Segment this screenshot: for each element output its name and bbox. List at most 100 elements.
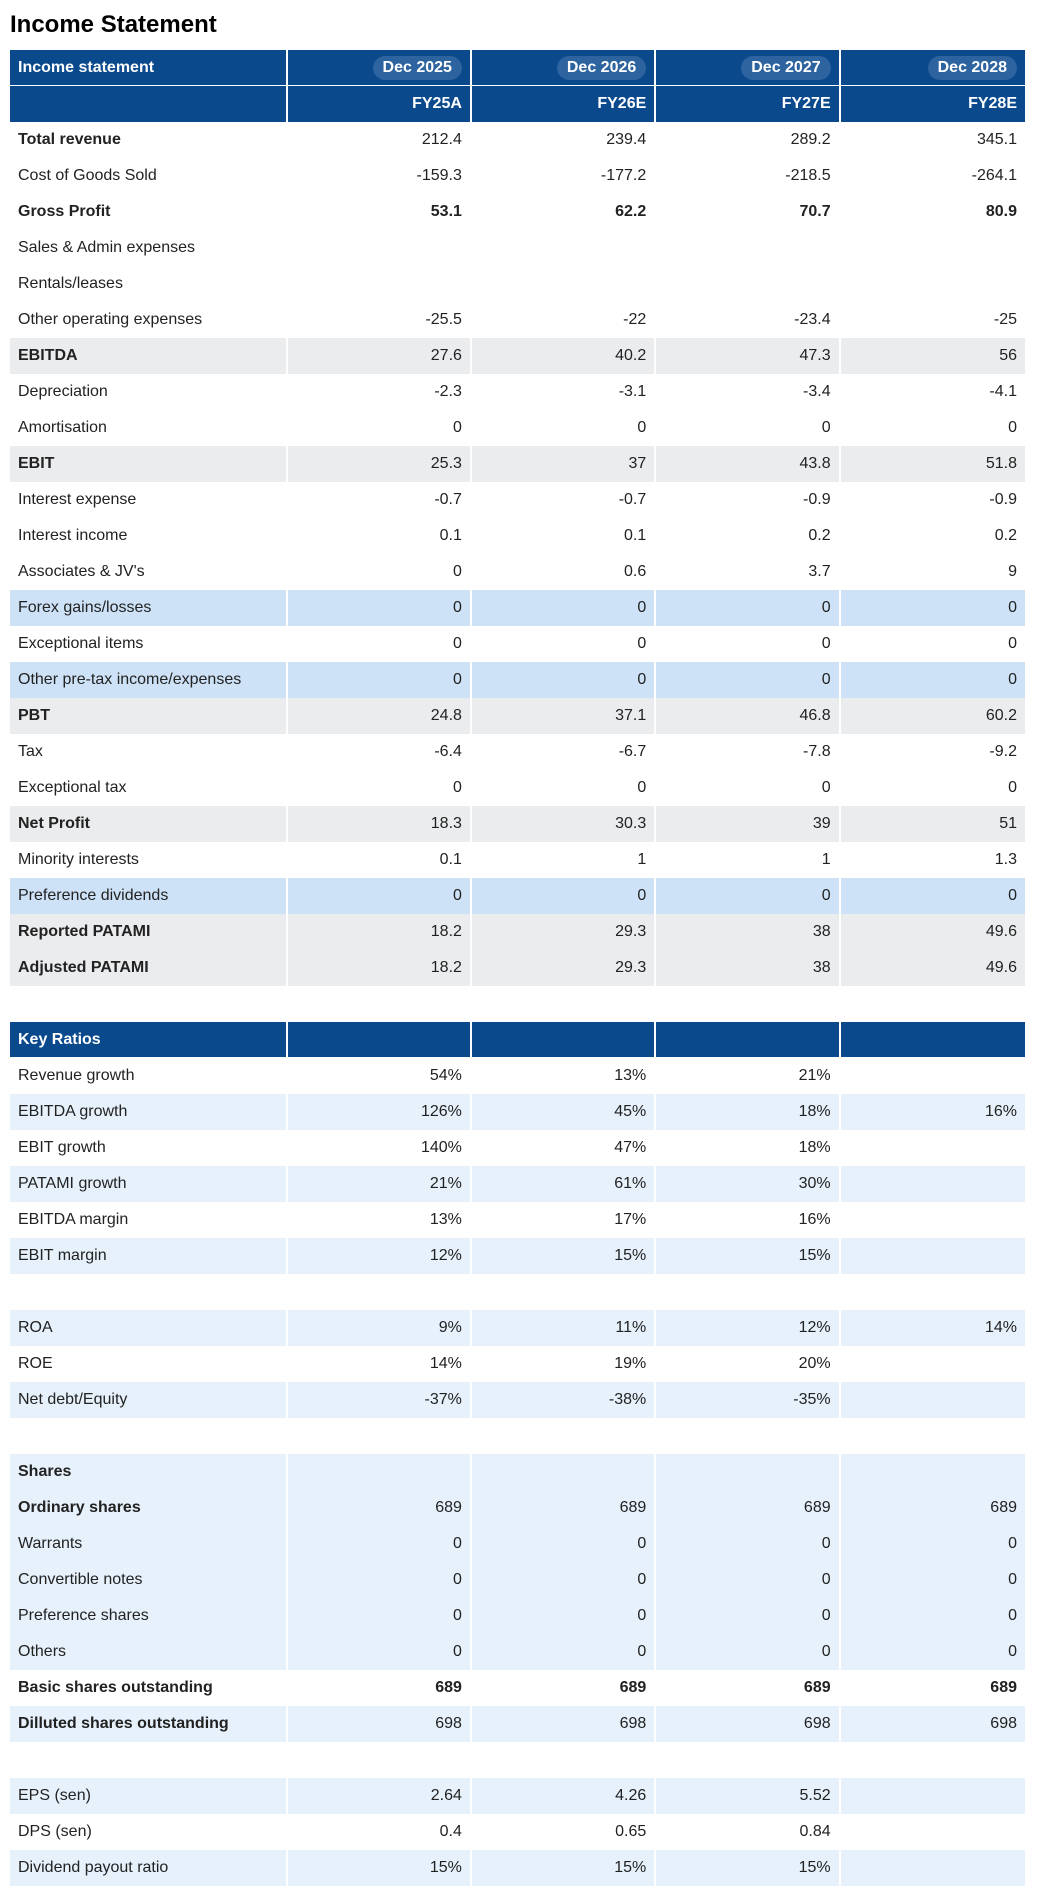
table-cell: 0.2 bbox=[656, 518, 841, 554]
date-pill: Dec 2027 bbox=[741, 55, 831, 80]
table-cell: -0.7 bbox=[287, 482, 472, 518]
table-cell: 0 bbox=[471, 1634, 657, 1670]
table-cell: 9 bbox=[840, 554, 1025, 590]
table-cell: 80.9 bbox=[840, 194, 1025, 230]
table-cell: 16% bbox=[840, 1094, 1025, 1130]
table-cell: 0 bbox=[287, 626, 472, 662]
table-cell: 5.52 bbox=[656, 1778, 841, 1814]
table-cell bbox=[840, 1814, 1025, 1850]
table-row: EPS (sen) 2.64 4.26 5.52 bbox=[10, 1778, 1025, 1814]
table-row: Interest expense -0.7 -0.7 -0.9 -0.9 bbox=[10, 482, 1025, 518]
table-cell: 0 bbox=[840, 410, 1025, 446]
table-cell: 0 bbox=[840, 770, 1025, 806]
table-cell: 689 bbox=[840, 1490, 1025, 1526]
table-cell: 0.6 bbox=[471, 554, 657, 590]
table-cell: 38 bbox=[656, 950, 841, 986]
date-pill: Dec 2025 bbox=[372, 55, 462, 80]
table-row: ROA 9% 11% 12% 14% bbox=[10, 1310, 1025, 1346]
table-cell: 698 bbox=[656, 1706, 841, 1742]
table-cell: 0 bbox=[287, 590, 472, 626]
table-row: Other pre-tax income/expenses 0 0 0 0 bbox=[10, 662, 1025, 698]
table-row: Sales & Admin expenses bbox=[10, 230, 1025, 266]
table-cell: 15% bbox=[656, 1850, 841, 1886]
table-cell bbox=[287, 230, 472, 266]
table-cell: 0.1 bbox=[471, 518, 657, 554]
table-cell: 47.3 bbox=[656, 338, 841, 374]
table-cell: 51.8 bbox=[840, 446, 1025, 482]
table-row: EBITDA 27.6 40.2 47.3 56 bbox=[10, 338, 1025, 374]
row-label: Others bbox=[10, 1634, 288, 1670]
row-label: Gross Profit bbox=[10, 194, 288, 230]
table-row: Net Profit 18.3 30.3 39 51 bbox=[10, 806, 1025, 842]
table-cell: 689 bbox=[840, 1670, 1025, 1706]
table-row: EBIT margin 12% 15% 15% bbox=[10, 1238, 1025, 1274]
table-cell: 27.6 bbox=[287, 338, 472, 374]
table-cell: 0 bbox=[287, 878, 472, 914]
spacer-cell bbox=[840, 1418, 1025, 1454]
table-cell: 25.3 bbox=[287, 446, 472, 482]
column-date: Dec 2028 bbox=[840, 50, 1025, 86]
table-cell: 11% bbox=[471, 1310, 657, 1346]
table-cell: 0 bbox=[287, 770, 472, 806]
table-cell: 12% bbox=[656, 1310, 841, 1346]
row-label: ROA bbox=[10, 1310, 288, 1346]
table-cell: 0.4 bbox=[287, 1814, 472, 1850]
table-cell: -6.7 bbox=[471, 734, 657, 770]
table-cell bbox=[840, 1202, 1025, 1238]
table-cell: 1.3 bbox=[840, 842, 1025, 878]
table-cell: 62.2 bbox=[471, 194, 657, 230]
table-cell: -3.4 bbox=[656, 374, 841, 410]
table-cell: 43.8 bbox=[656, 446, 841, 482]
table-row: Shares bbox=[10, 1454, 1025, 1490]
table-cell: 140% bbox=[287, 1130, 472, 1166]
table-row: Dividend payout ratio 15% 15% 15% bbox=[10, 1850, 1025, 1886]
row-label: Dividend payout ratio bbox=[10, 1850, 288, 1886]
table-cell bbox=[840, 1382, 1025, 1418]
row-label: Tax bbox=[10, 734, 288, 770]
row-label: PATAMI growth bbox=[10, 1166, 288, 1202]
table-cell bbox=[840, 1778, 1025, 1814]
row-label: EPS (sen) bbox=[10, 1778, 288, 1814]
table-cell: 689 bbox=[471, 1490, 657, 1526]
table-row: Minority interests 0.1 1 1 1.3 bbox=[10, 842, 1025, 878]
table-cell: -25 bbox=[840, 302, 1025, 338]
table-cell: -0.9 bbox=[840, 482, 1025, 518]
table-cell: 698 bbox=[471, 1706, 657, 1742]
table-cell: 239.4 bbox=[471, 122, 657, 158]
table-cell: 47% bbox=[471, 1130, 657, 1166]
table-cell bbox=[840, 1238, 1025, 1274]
table-cell: 56 bbox=[840, 338, 1025, 374]
spacer-cell bbox=[287, 1418, 472, 1454]
table-cell: 38 bbox=[656, 914, 841, 950]
page-title: Income Statement bbox=[10, 11, 217, 38]
key-ratios-table: Key Ratios Revenue growth 54% 13% 21% EBITDA… bbox=[10, 1022, 1025, 1886]
header-empty-cell bbox=[656, 1022, 841, 1058]
key-ratios-header-row: Key Ratios bbox=[10, 1022, 1025, 1058]
income-statement-table: Income statement Dec 2025 Dec 2026 Dec 2… bbox=[10, 50, 1025, 986]
row-label: Warrants bbox=[10, 1526, 288, 1562]
spacer-row bbox=[10, 1418, 1025, 1454]
table-cell: 18% bbox=[656, 1130, 841, 1166]
table-cell bbox=[471, 1454, 657, 1490]
table-row: Depreciation -2.3 -3.1 -3.4 -4.1 bbox=[10, 374, 1025, 410]
table-row: ROE 14% 19% 20% bbox=[10, 1346, 1025, 1382]
table-row: Cost of Goods Sold -159.3 -177.2 -218.5 -264… bbox=[10, 158, 1025, 194]
table-cell: -37% bbox=[287, 1382, 472, 1418]
table-cell: 1 bbox=[656, 842, 841, 878]
table-cell bbox=[840, 1130, 1025, 1166]
table-row: Revenue growth 54% 13% 21% bbox=[10, 1058, 1025, 1094]
table-cell bbox=[287, 266, 472, 302]
row-label: Interest expense bbox=[10, 482, 288, 518]
table-cell: -6.4 bbox=[287, 734, 472, 770]
table-cell: 18.3 bbox=[287, 806, 472, 842]
table-cell: 0 bbox=[471, 1562, 657, 1598]
row-label: EBIT bbox=[10, 446, 288, 482]
table-cell: 0 bbox=[471, 770, 657, 806]
table-cell: -0.7 bbox=[471, 482, 657, 518]
table-cell bbox=[656, 266, 841, 302]
table-cell: 16% bbox=[656, 1202, 841, 1238]
table-cell: 21% bbox=[287, 1166, 472, 1202]
table-cell: 30% bbox=[656, 1166, 841, 1202]
row-label: Net Profit bbox=[10, 806, 288, 842]
